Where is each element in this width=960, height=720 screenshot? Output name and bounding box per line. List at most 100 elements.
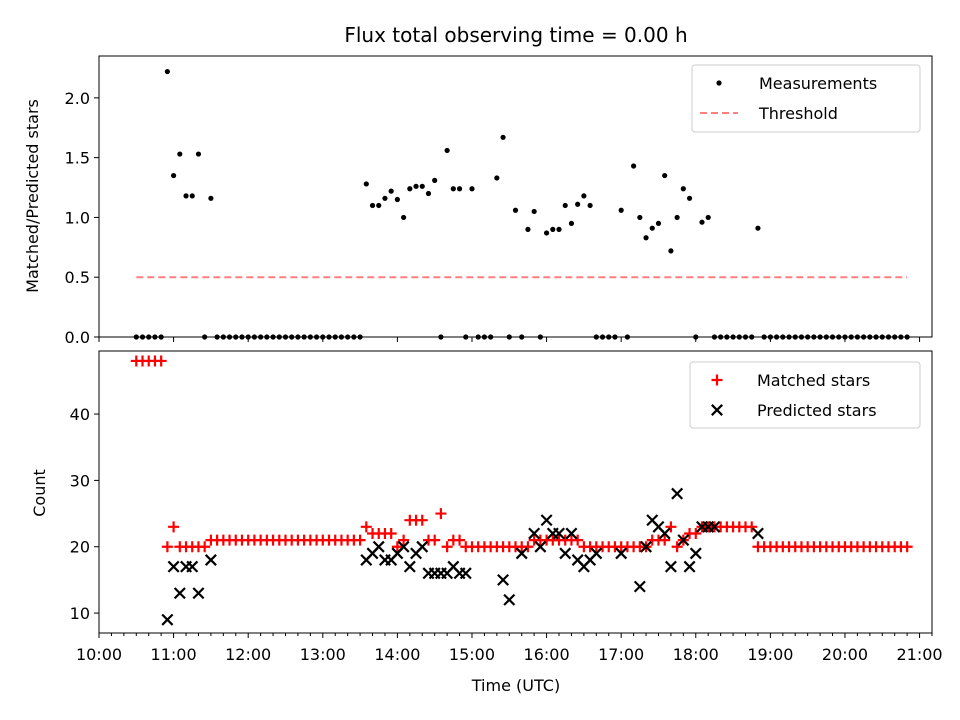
matched-star-point	[354, 534, 366, 546]
bottom-y-tick-label: 30	[70, 471, 90, 490]
bottom-axes-frame	[98, 350, 933, 634]
x-tick-label: 19:00	[747, 645, 793, 664]
top-y-tick-label: 0.0	[65, 328, 90, 347]
predicted-star-point	[204, 554, 217, 566]
measurement-point	[543, 230, 550, 236]
x-tick-label: 21:00	[897, 645, 943, 664]
predicted-star-point	[633, 580, 646, 593]
predicted-star-point	[497, 573, 510, 586]
measurement-point	[562, 202, 568, 209]
top-y-axis-label: Matched/Predicted stars	[23, 99, 42, 293]
predicted-star-point	[161, 613, 174, 626]
measurement-point	[170, 172, 177, 179]
measurement-point	[643, 235, 649, 241]
predicted-star-point	[167, 560, 180, 573]
matched-star-point	[199, 541, 211, 553]
measurement-point	[649, 225, 655, 231]
x-tick-label: 13:00	[300, 645, 346, 664]
predicted-star-point	[708, 520, 721, 533]
x-tick-label: 11:00	[151, 645, 197, 664]
measurement-point	[369, 202, 376, 209]
predicted-star-point	[534, 540, 547, 553]
top-y-tick-label: 1.0	[65, 208, 90, 227]
predicted-star-point	[173, 587, 186, 600]
matched-star-point	[522, 541, 534, 553]
measurement-point	[189, 193, 195, 199]
measurement-point	[177, 151, 183, 157]
measurement-point	[456, 186, 463, 192]
x-tick-label: 16:00	[524, 645, 570, 664]
matched-star-point	[416, 514, 428, 526]
predicted-star-point	[640, 540, 653, 553]
measurement-point	[662, 172, 668, 179]
predicted-star-point	[683, 560, 696, 573]
measurement-point	[531, 208, 537, 215]
measurement-point	[755, 225, 761, 231]
matched-star-point	[572, 534, 584, 546]
matched-star-point	[360, 521, 372, 533]
legend-dot-marker	[716, 80, 722, 86]
top-y-tick-label: 2.0	[65, 89, 90, 108]
measurement-point	[401, 214, 407, 221]
legend-x-marker	[711, 404, 723, 416]
x-tick-label: 12:00	[225, 645, 271, 664]
measurement-point	[413, 183, 419, 189]
matched-star-point	[690, 527, 702, 539]
predicted-star-point	[515, 547, 528, 560]
legend-plus-marker	[711, 374, 723, 386]
bottom-y-axis-label: Count	[30, 469, 49, 517]
measurement-point	[587, 202, 593, 209]
measurement-point	[208, 195, 214, 201]
measurement-point	[618, 207, 624, 213]
measurement-point	[382, 195, 388, 201]
x-tick-label: 14:00	[374, 645, 420, 664]
predicted-star-point	[671, 487, 684, 500]
legend-box	[691, 64, 921, 133]
x-tick-label: 20:00	[822, 645, 868, 664]
measurement-point	[388, 188, 394, 194]
measurement-point	[164, 68, 170, 75]
measurement-point	[674, 214, 680, 221]
matched-star-point	[435, 508, 447, 520]
x-axis-label: Time (UTC)	[471, 676, 560, 695]
matched-star-point	[398, 534, 410, 546]
chart-title: Flux total observing time = 0.00 h	[344, 23, 687, 47]
bottom-series-matched-stars	[130, 355, 913, 553]
predicted-star-point	[664, 560, 677, 573]
matched-star-point	[901, 541, 913, 553]
measurement-point	[183, 193, 189, 199]
predicted-star-point	[751, 527, 764, 540]
predicted-star-point	[590, 547, 603, 560]
x-tick-label: 17:00	[598, 645, 644, 664]
matched-star-point	[665, 521, 677, 533]
x-tick-label: 15:00	[449, 645, 495, 664]
measurement-point	[444, 147, 450, 154]
measurement-point	[494, 175, 500, 181]
measurement-point	[450, 186, 456, 192]
predicted-star-point	[459, 567, 472, 580]
measurement-point	[568, 220, 575, 227]
measurement-point	[500, 134, 506, 140]
predicted-star-point	[658, 527, 671, 540]
matched-star-point	[168, 521, 180, 533]
measurement-point	[575, 201, 581, 207]
bottom-y-tick-label: 40	[70, 405, 90, 424]
bottom-panel: 10 20 30 40 10:00 11:00 12:00 13:00 14:00 15:00 16…	[70, 350, 943, 664]
matched-star-point	[671, 541, 683, 553]
legend-label: Threshold	[758, 104, 838, 123]
measurement-point	[525, 226, 531, 232]
predicted-star-point	[689, 547, 702, 560]
matched-star-point	[155, 355, 167, 367]
x-tick-label: 10:00	[76, 645, 122, 664]
predicted-star-point	[559, 547, 572, 560]
bottom-series-predicted-stars	[161, 487, 764, 626]
x-tick-label: 18:00	[673, 645, 719, 664]
predicted-star-point	[565, 527, 578, 540]
measurement-point	[556, 226, 562, 232]
bottom-legend: Matched stars Predicted stars	[689, 361, 921, 429]
matched-star-point	[659, 534, 671, 546]
bottom-y-tick-label: 10	[70, 604, 90, 623]
matched-star-point	[746, 521, 758, 533]
